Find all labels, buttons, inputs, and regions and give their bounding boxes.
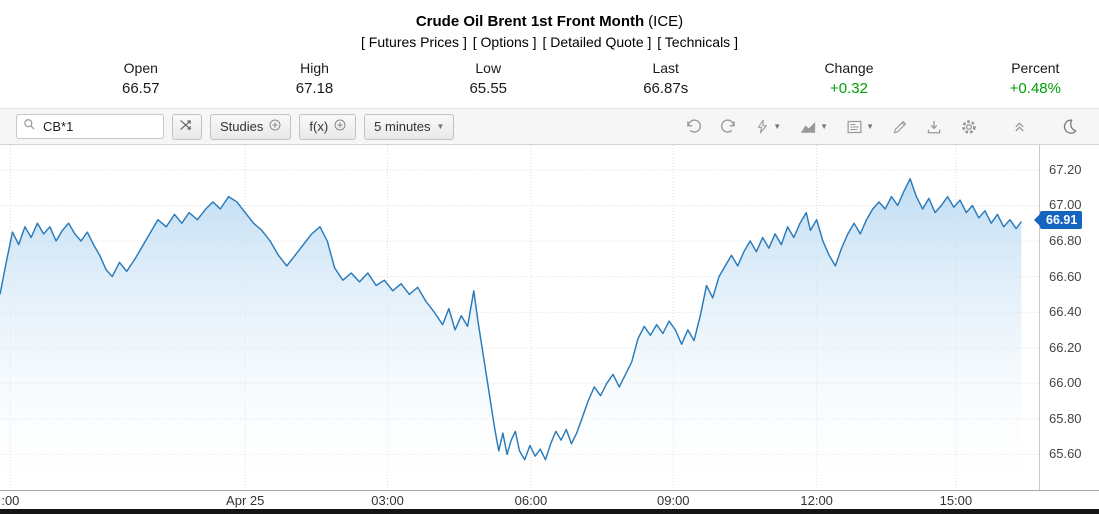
events-dropdown[interactable]: ▼	[746, 118, 790, 135]
stat-value: 65.55	[469, 80, 508, 97]
lightning-icon	[755, 118, 770, 135]
price-axis-label: 66.20	[1049, 339, 1082, 355]
time-axis-row: :00 Apr 25 03:00 06:00 09:00 12:00 15:00	[0, 490, 1099, 509]
price-series-chart[interactable]	[0, 145, 1039, 490]
time-axis-label: Apr 25	[226, 493, 265, 508]
link-options[interactable]: [ Options ]	[472, 34, 537, 50]
price-axis[interactable]: 66.91 67.20 67.00 66.80 66.60 66.40 66.20 66.0…	[1033, 145, 1099, 490]
stat-change: Change +0.32	[824, 60, 873, 97]
plus-circle-icon	[334, 119, 346, 134]
compare-button[interactable]	[172, 113, 202, 140]
bottom-bar	[0, 509, 1099, 514]
time-axis-label: 12:00	[800, 493, 833, 508]
redo-icon[interactable]	[711, 118, 746, 135]
undo-icon[interactable]	[676, 118, 711, 135]
chevron-down-icon: ▼	[436, 121, 445, 131]
time-axis-label: :00	[1, 493, 20, 508]
quote-board-icon	[846, 119, 863, 135]
chart-plot-area[interactable]	[0, 145, 1039, 490]
axis-corner	[1039, 491, 1099, 509]
price-axis-label: 65.80	[1049, 410, 1082, 426]
link-futures-prices[interactable]: [ Futures Prices ]	[361, 34, 467, 50]
price-axis-label: 66.60	[1049, 268, 1082, 284]
time-axis-label: 09:00	[656, 493, 690, 508]
symbol-search[interactable]	[16, 114, 164, 139]
search-icon	[23, 118, 36, 136]
draw-tools-icon[interactable]	[883, 119, 917, 135]
stat-high: High 67.18	[296, 60, 334, 97]
quote-board-dropdown[interactable]: ▼	[837, 119, 883, 135]
instrument-name: Crude Oil Brent 1st Front Month	[415, 13, 645, 30]
symbol-input[interactable]	[41, 118, 157, 135]
time-axis-label: 06:00	[514, 493, 548, 508]
area-chart-icon	[799, 119, 817, 135]
functions-label: f(x)	[309, 119, 329, 134]
stat-label: High	[300, 60, 329, 76]
stat-label: Change	[824, 60, 874, 76]
last-price-tag: 66.91	[1033, 211, 1083, 230]
quote-links: [ Futures Prices ] [ Options ] [ Detaile…	[0, 34, 1099, 50]
link-detailed-quote[interactable]: [ Detailed Quote ]	[542, 34, 652, 50]
exchange-name: (ICE)	[648, 13, 684, 30]
chevron-down-icon: ▼	[866, 121, 874, 131]
stat-percent: Percent +0.48%	[1010, 60, 1061, 97]
stat-value: 67.18	[295, 80, 334, 97]
settings-gear-icon[interactable]	[951, 118, 987, 136]
quote-header: Crude Oil Brent 1st Front Month (ICE) [ F…	[0, 0, 1099, 108]
studies-button[interactable]: Studies	[210, 113, 292, 140]
time-axis[interactable]: :00 Apr 25 03:00 06:00 09:00 12:00 15:00	[0, 491, 1039, 509]
chart-type-dropdown[interactable]: ▼	[790, 119, 837, 135]
plus-circle-icon	[269, 119, 281, 134]
stat-value-change: +0.32	[829, 80, 868, 97]
chevron-down-icon: ▼	[773, 121, 782, 131]
stat-value: 66.57	[122, 80, 160, 97]
price-axis-label: 66.80	[1049, 233, 1082, 249]
compare-icon	[179, 118, 195, 135]
stat-label: Last	[652, 60, 679, 76]
time-axis-label: 03:00	[371, 493, 404, 508]
stat-label: Percent	[1011, 60, 1060, 76]
time-axis-label: 15:00	[939, 493, 973, 508]
price-chart[interactable]: 66.91 67.20 67.00 66.80 66.60 66.40 66.20 66.0…	[0, 145, 1099, 490]
stat-label: Open	[123, 60, 158, 76]
stat-label: Low	[475, 60, 502, 76]
price-axis-label: 66.40	[1049, 304, 1082, 320]
chevron-down-icon: ▼	[820, 121, 829, 131]
functions-button[interactable]: f(x)	[299, 113, 357, 140]
interval-dropdown[interactable]: 5 minutes ▼	[364, 113, 455, 140]
download-icon[interactable]	[917, 119, 951, 135]
chart-toolbar: Studies f(x) 5 minutes ▼	[0, 108, 1099, 145]
stat-value: 66.87s	[643, 80, 689, 97]
collapse-toolbar-icon[interactable]	[1003, 119, 1036, 134]
link-technicals[interactable]: [ Technicals ]	[657, 34, 738, 50]
quote-stats: Open 66.57 High 67.18 Low 65.55 Last 66.…	[0, 50, 1099, 97]
price-axis-label: 66.00	[1049, 375, 1082, 391]
stat-open: Open 66.57	[122, 60, 160, 97]
page-title: Crude Oil Brent 1st Front Month (ICE)	[0, 13, 1099, 30]
dark-mode-moon-icon[interactable]	[1052, 118, 1087, 135]
stat-low: Low 65.55	[469, 60, 507, 97]
studies-label: Studies	[220, 119, 264, 134]
stat-last: Last 66.87s	[643, 60, 688, 97]
stat-value-percent: +0.48%	[1009, 80, 1061, 97]
interval-label: 5 minutes	[374, 119, 431, 134]
toolbar-left-group: Studies f(x) 5 minutes ▼	[16, 113, 455, 140]
price-axis-label: 65.60	[1049, 446, 1082, 462]
price-axis-label: 67.20	[1049, 161, 1082, 177]
toolbar-right-group: ▼ ▼ ▼	[676, 118, 1087, 136]
price-axis-label: 67.00	[1049, 197, 1082, 213]
